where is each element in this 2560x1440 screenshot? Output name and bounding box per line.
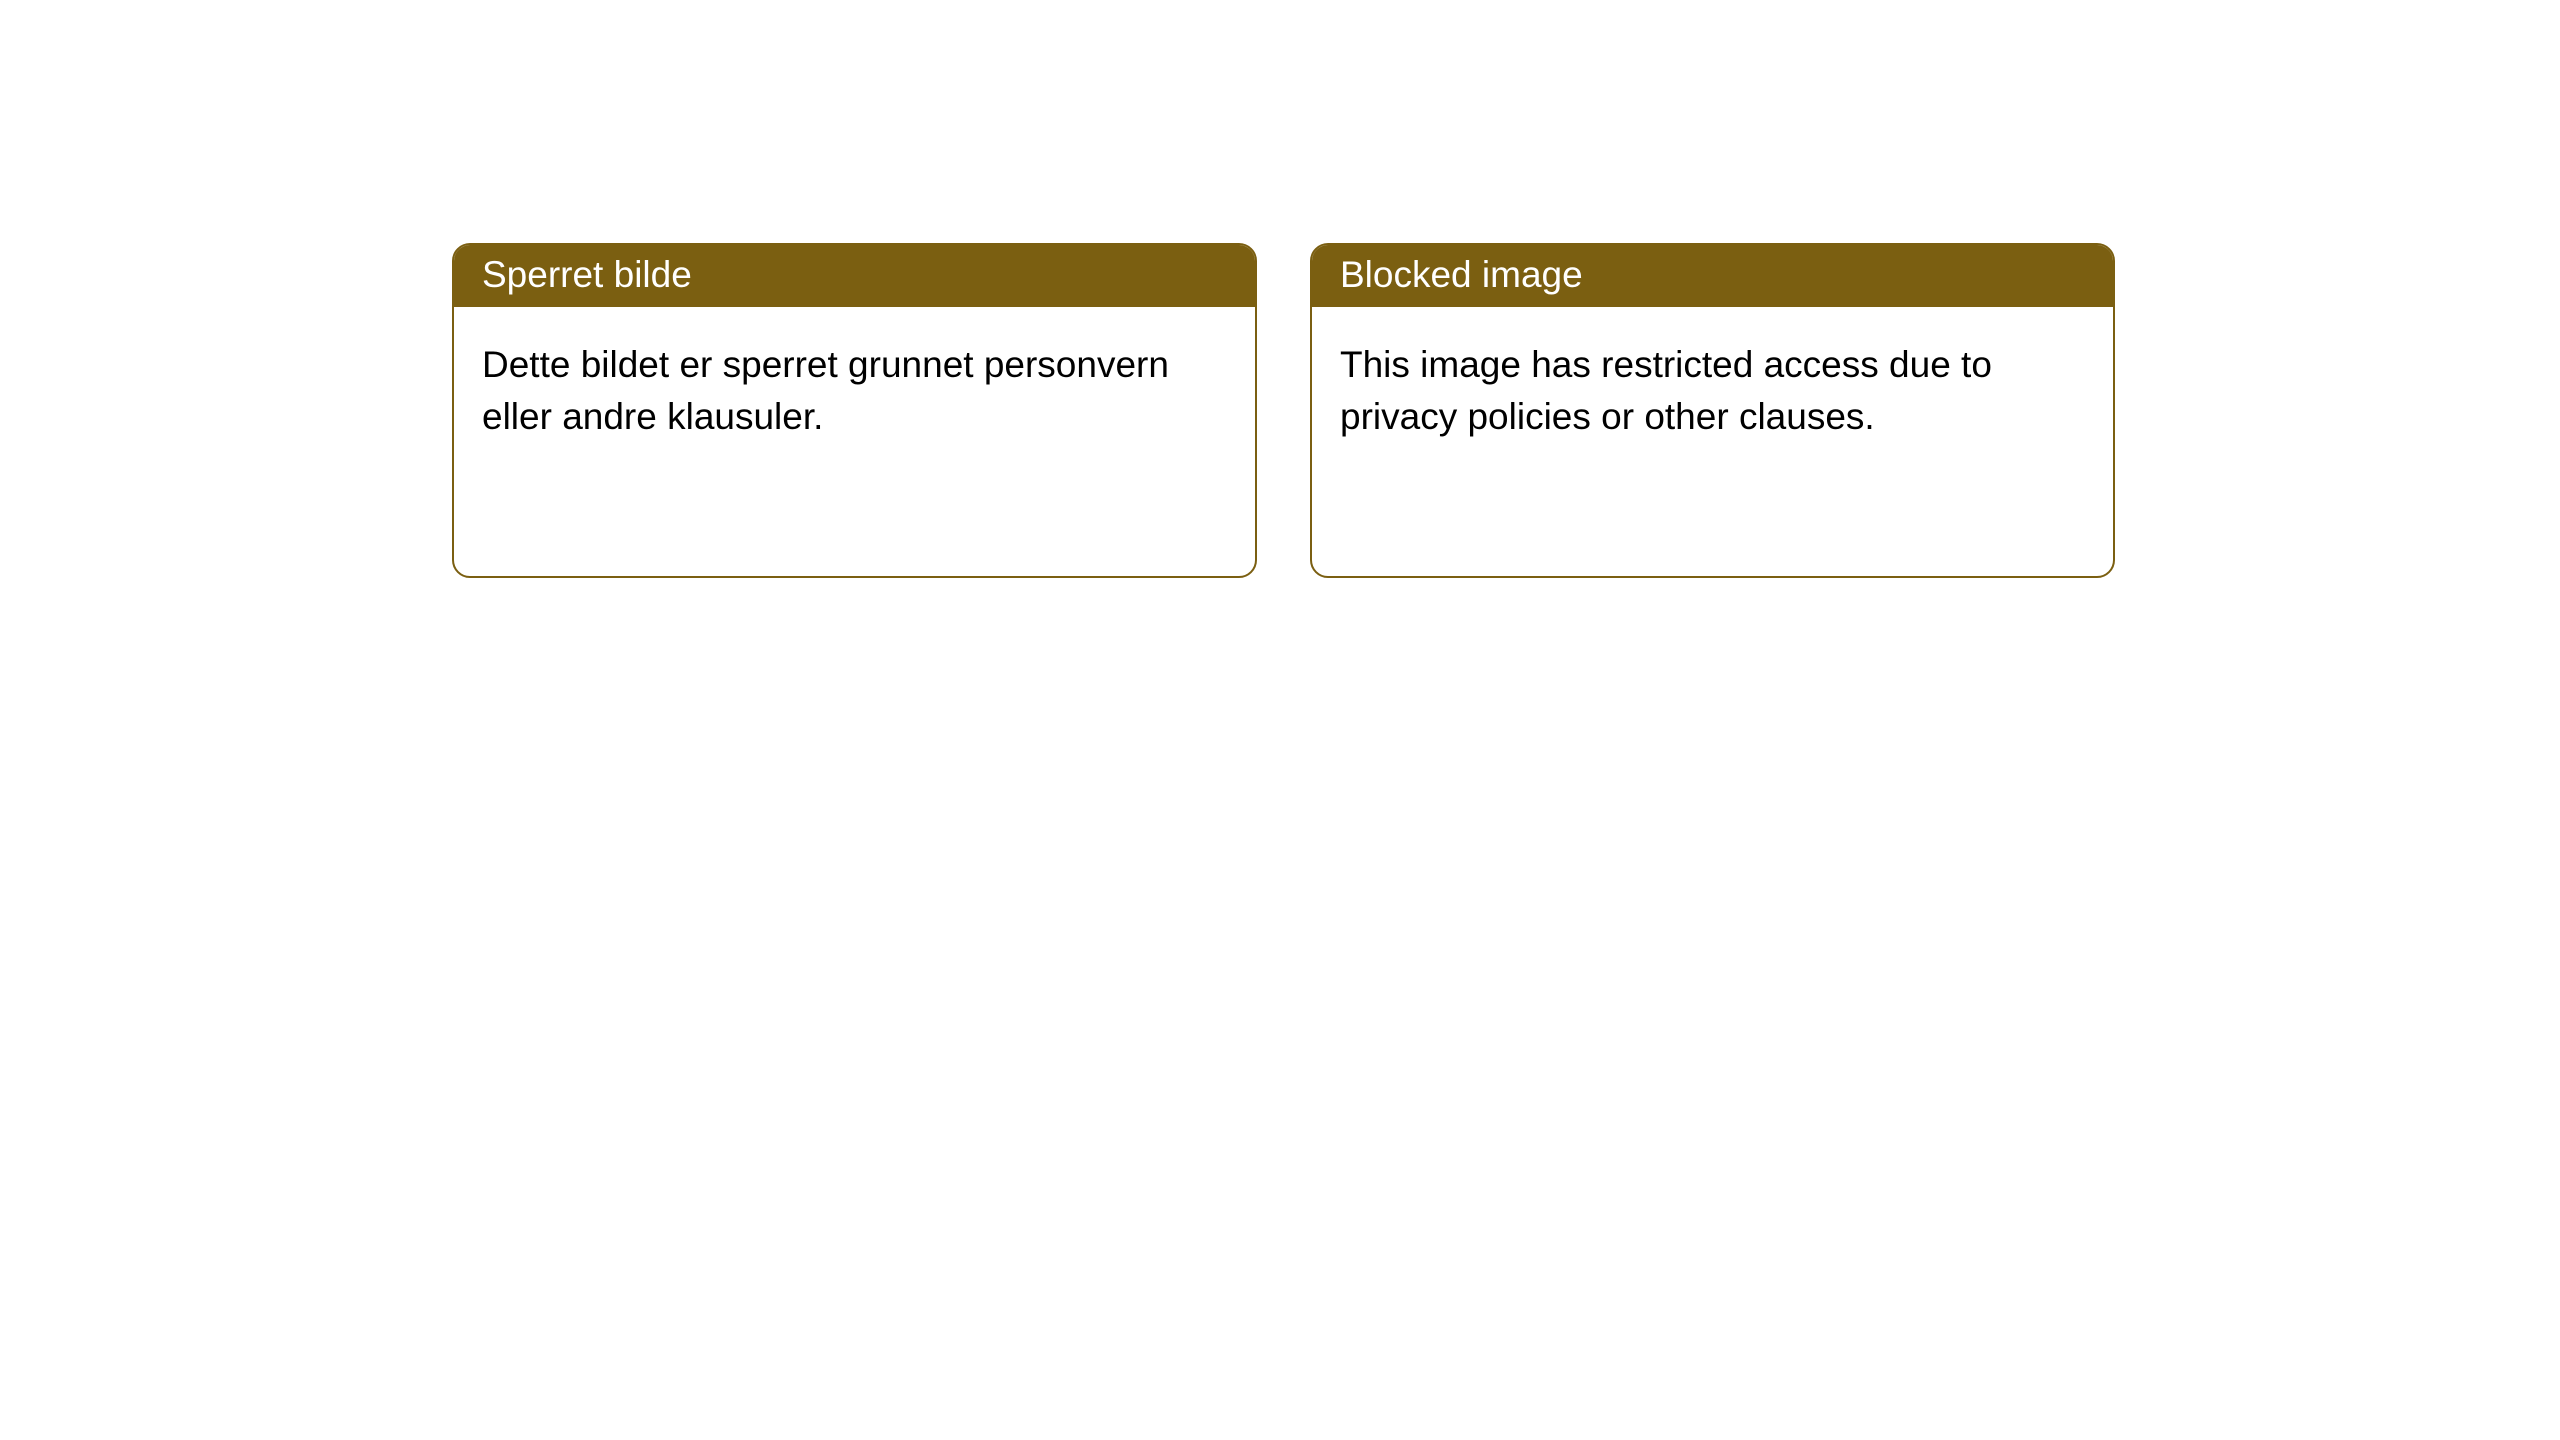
card-body: This image has restricted access due to … <box>1312 307 2113 475</box>
notice-card-english: Blocked image This image has restricted … <box>1310 243 2115 578</box>
notice-cards-container: Sperret bilde Dette bildet er sperret gr… <box>452 243 2115 578</box>
card-title: Blocked image <box>1340 254 1583 296</box>
card-body-text: This image has restricted access due to … <box>1340 339 2085 443</box>
notice-card-norwegian: Sperret bilde Dette bildet er sperret gr… <box>452 243 1257 578</box>
card-body: Dette bildet er sperret grunnet personve… <box>454 307 1255 475</box>
card-header: Sperret bilde <box>454 245 1255 307</box>
card-body-text: Dette bildet er sperret grunnet personve… <box>482 339 1227 443</box>
card-title: Sperret bilde <box>482 254 692 296</box>
card-header: Blocked image <box>1312 245 2113 307</box>
